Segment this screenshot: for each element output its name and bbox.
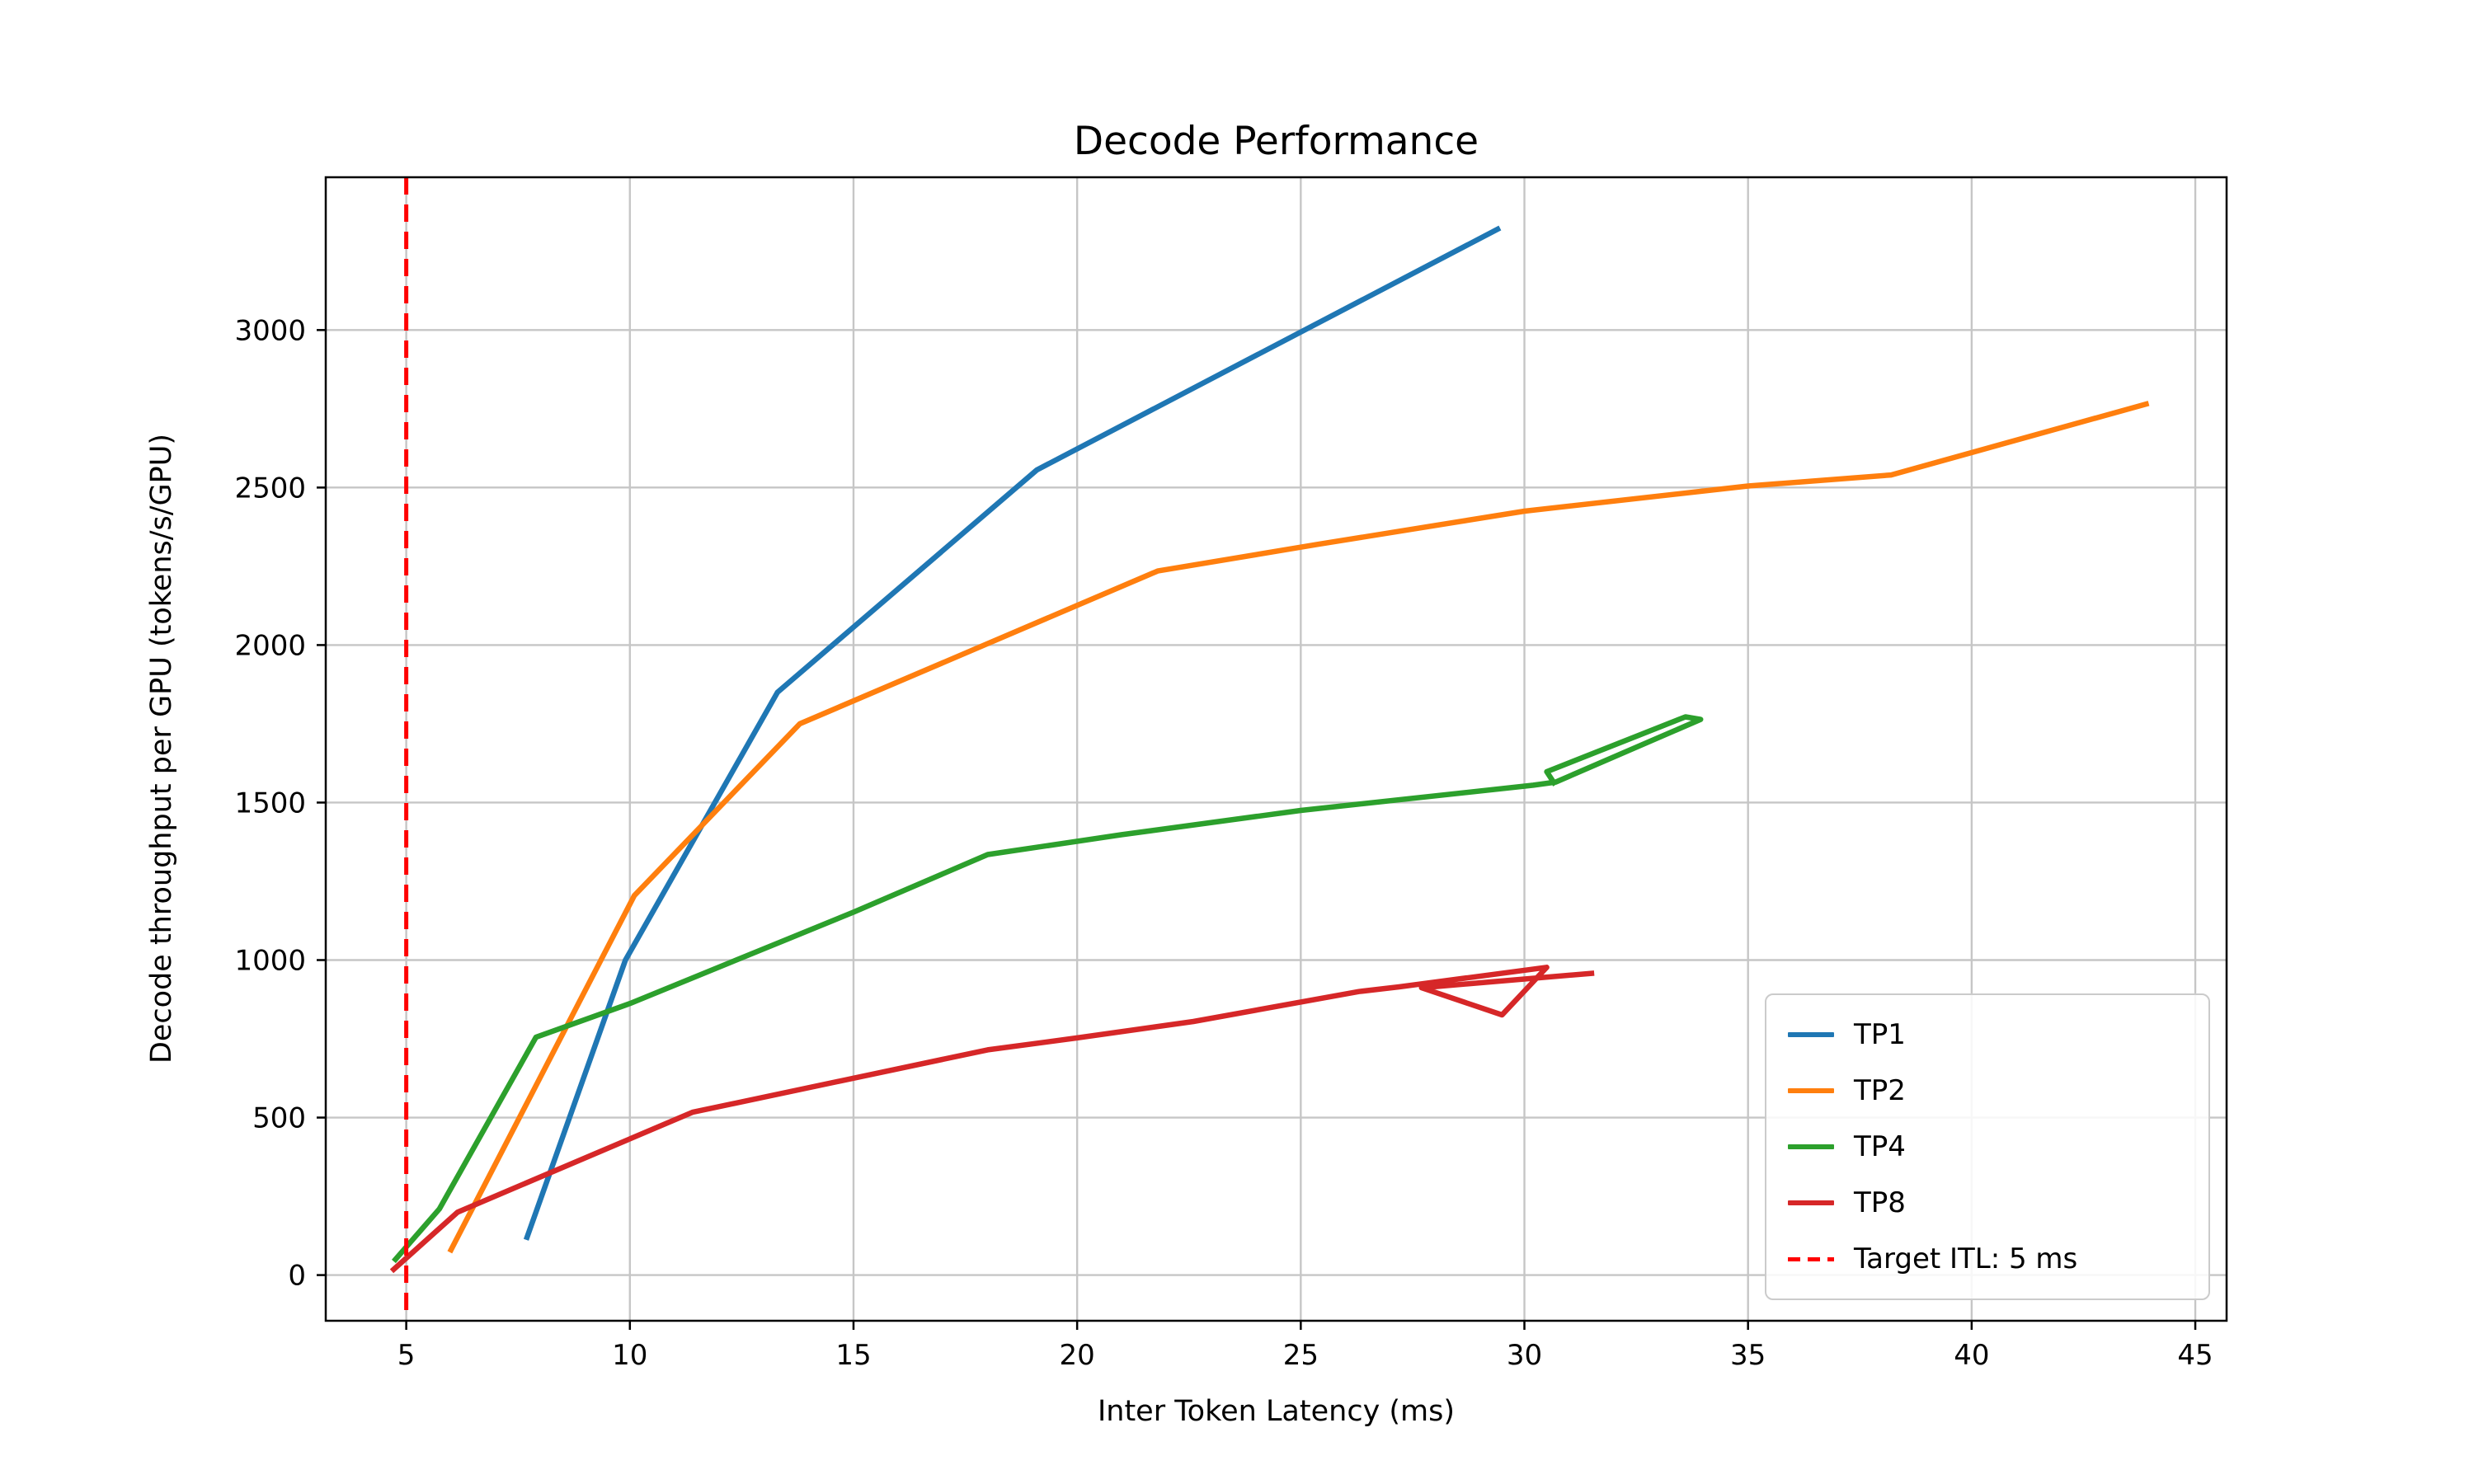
legend-item-target-itl: Target ITL: 5 ms: [1788, 1245, 2208, 1273]
tick-marks: [317, 329, 2197, 1330]
legend-item-tp4: TP4: [1788, 1133, 2208, 1161]
series-line-tp2: [447, 401, 2150, 1254]
y-tick-label: 3000: [234, 314, 306, 347]
x-tick-label: 10: [612, 1339, 647, 1372]
legend-label-tp1: TP1: [1854, 1018, 1906, 1051]
series-line-tp1: [523, 225, 1502, 1241]
plot-border: [324, 176, 2228, 1322]
series-line-tp8: [389, 965, 1595, 1274]
legend: TP1 TP2 TP4 TP8 Target ITL: 5 ms: [1765, 993, 2210, 1300]
y-tick-label: 1000: [234, 945, 306, 978]
x-tick-label: 5: [397, 1339, 416, 1372]
x-axis-label: Inter Token Latency (ms): [1097, 1395, 1456, 1428]
y-axis-label: Decode throughput per GPU (tokens/s/GPU): [145, 433, 178, 1064]
y-tick-label: 1500: [234, 787, 306, 819]
x-tick-label: 40: [1954, 1339, 1989, 1372]
x-tick-label: 35: [1730, 1339, 1766, 1372]
tick-labels: 5 10 15 20 25 30 35 40 45 0 500 1000 1500 2000 2500 300…: [234, 314, 2213, 1372]
series-line-tp4: [392, 714, 1704, 1264]
x-tick-label: 20: [1060, 1339, 1095, 1372]
legend-line-sample-target-itl: [1788, 1256, 1834, 1261]
legend-line-sample-tp1: [1788, 1032, 1834, 1037]
legend-line-sample-tp8: [1788, 1200, 1834, 1205]
legend-item-tp1: TP1: [1788, 1021, 2208, 1049]
legend-label-tp8: TP8: [1854, 1186, 1906, 1219]
x-tick-label: 30: [1507, 1339, 1542, 1372]
legend-item-tp2: TP2: [1788, 1077, 2208, 1105]
legend-label-tp4: TP4: [1854, 1130, 1906, 1163]
y-tick-label: 2000: [234, 629, 306, 662]
chart-title: Decode Performance: [1073, 119, 1479, 164]
x-tick-label: 45: [2177, 1339, 2213, 1372]
x-tick-label: 25: [1283, 1339, 1319, 1372]
y-tick-label: 2500: [234, 472, 306, 505]
x-tick-label: 15: [835, 1339, 871, 1372]
legend-line-sample-tp2: [1788, 1088, 1834, 1093]
y-tick-label: 0: [288, 1260, 306, 1293]
legend-item-tp8: TP8: [1788, 1189, 2208, 1217]
legend-line-sample-tp4: [1788, 1144, 1834, 1149]
legend-label-target-itl: Target ITL: 5 ms: [1854, 1242, 2078, 1275]
y-tick-label: 500: [252, 1102, 306, 1135]
legend-label-tp2: TP2: [1854, 1074, 1906, 1107]
